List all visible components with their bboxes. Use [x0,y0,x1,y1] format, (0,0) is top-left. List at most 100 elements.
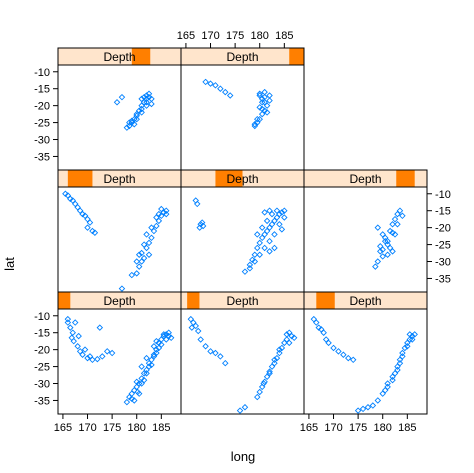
data-point [256,104,263,111]
data-point [138,363,145,370]
y-tick-label: -15 [435,206,451,218]
data-point [128,117,136,125]
data-point [135,251,143,258]
data-point [126,393,133,401]
data-point [64,315,72,323]
data-point [145,90,153,98]
y-tick-label: -20 [34,101,50,113]
data-point [143,95,150,103]
data-point [258,110,266,118]
panels-layer: Depth Depth Depth Depth Depth Depth Depth Depth [57,47,428,415]
data-point [260,380,267,387]
data-point [148,100,155,108]
data-point [126,122,133,130]
data-point [145,359,153,367]
data-point [396,359,404,367]
data-point [401,344,409,352]
data-point [187,315,195,323]
data-point [251,121,259,128]
data-point [273,207,281,214]
data-point [126,119,133,126]
data-point [283,336,291,343]
data-point [288,332,295,340]
data-point [155,217,163,225]
data-point [188,324,196,331]
data-point [167,334,175,342]
data-point [278,209,286,216]
data-point [273,214,281,221]
strip-label: Depth [103,172,135,186]
data-point [198,219,206,226]
data-point [258,105,266,113]
data-point [133,115,140,123]
strip-label: Depth [226,294,258,308]
data-point [75,332,82,340]
data-point [143,370,150,377]
data-point [190,319,197,326]
data-point [310,315,318,323]
data-point [143,244,150,252]
panel-border [57,308,182,415]
data-point [140,376,148,384]
data-point [84,215,91,223]
panel-border [180,186,305,293]
data-point [384,251,391,258]
data-point [143,99,150,106]
panel-border [303,308,428,415]
data-point [254,119,261,126]
data-point [194,327,202,335]
data-point [266,248,273,255]
data-point [276,346,283,353]
data-point [261,244,268,252]
strip-label: Depth [349,172,381,186]
data-point [118,285,126,292]
y-tick-label: -30 [34,379,50,391]
data-point [394,366,401,374]
data-point [133,383,140,391]
strip-depth-marker [67,170,93,187]
x-tick-label: 180 [251,30,269,42]
data-point [345,354,352,362]
panel: Depth [180,291,305,415]
data-point [389,373,396,380]
data-point [74,204,81,211]
data-point [325,339,332,347]
strip-depth-marker [215,170,243,187]
y-axis-label: lat [2,257,17,271]
data-point [199,222,207,230]
data-point [128,395,136,402]
strip-depth-marker [131,48,151,65]
data-point [131,121,138,128]
data-point [138,105,145,113]
data-point [271,356,278,364]
data-point [207,348,214,355]
data-point [381,237,389,245]
data-point [278,344,286,352]
data-point [163,207,170,214]
data-point [254,244,261,252]
data-point [406,331,414,338]
data-point [379,253,386,260]
strip-label: Depth [226,50,258,64]
data-point [276,349,283,357]
data-point [143,102,150,109]
data-point [153,346,160,353]
data-point [217,85,224,92]
data-point [64,319,72,326]
y-tick-label: -20 [34,345,50,357]
data-point [155,210,163,218]
data-point [409,336,416,343]
data-point [160,209,168,216]
panel: Depth [180,169,305,293]
data-point [266,370,273,377]
data-point [76,207,84,214]
data-point [399,349,406,357]
data-point [396,356,404,364]
data-point [158,205,165,213]
data-point [143,92,150,99]
data-point [91,229,99,236]
data-point [404,339,411,347]
data-point [246,261,254,269]
data-point [381,234,389,242]
